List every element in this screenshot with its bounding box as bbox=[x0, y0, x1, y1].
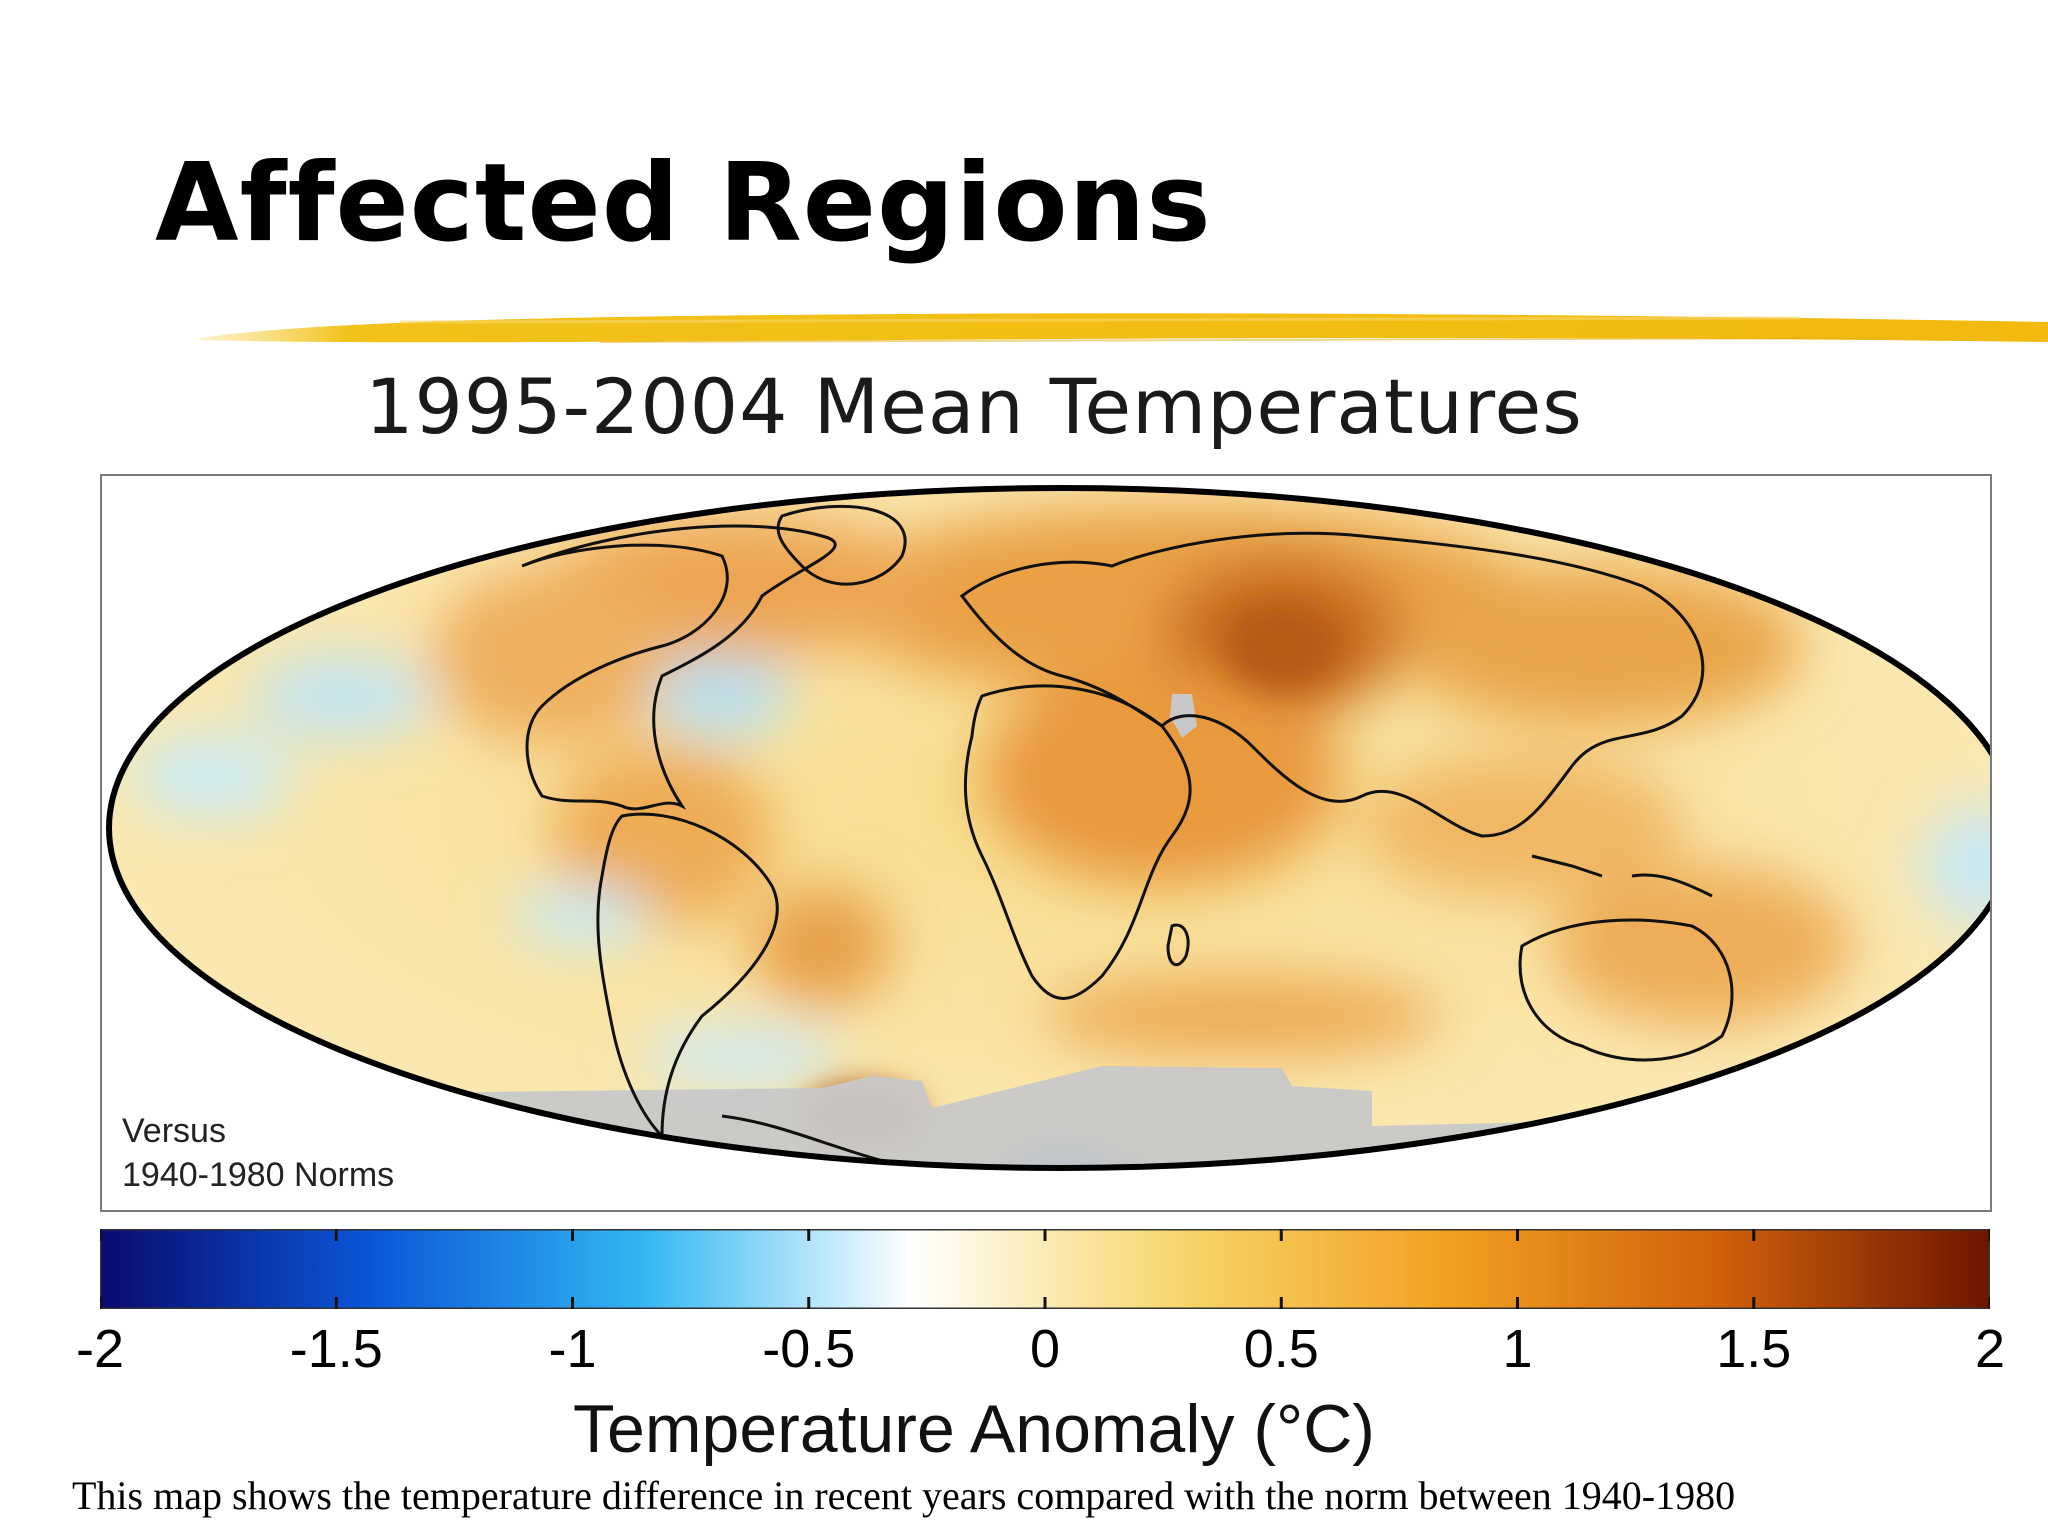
yellow-brush-underline bbox=[200, 313, 2048, 343]
anomaly-field bbox=[109, 488, 1990, 1168]
colorbar-label: Temperature Anomaly (°C) bbox=[573, 1391, 1375, 1467]
colorbar-tick-label: 2 bbox=[1974, 1319, 2006, 1379]
norms-note-line1: Versus bbox=[122, 1112, 226, 1150]
colorbar-tick-label: 1 bbox=[1502, 1319, 1533, 1379]
slide-caption: This map shows the temperature differenc… bbox=[72, 1473, 1736, 1518]
colorbar-tick-label: -0.5 bbox=[762, 1319, 856, 1379]
globe-outline bbox=[106, 485, 1990, 1171]
colorbar-tick-label: -2 bbox=[75, 1319, 125, 1379]
colorbar-tick-label: 0 bbox=[1029, 1319, 1061, 1379]
map-title: 1995-2004 Mean Temperatures bbox=[365, 362, 1583, 451]
colorbar-tick-label: 1.5 bbox=[1716, 1319, 1792, 1379]
norms-note: Versus 1940-1980 Norms bbox=[122, 1110, 394, 1197]
world-anomaly-map bbox=[106, 485, 1990, 1171]
colorbar bbox=[100, 1229, 1990, 1309]
map-frame bbox=[100, 474, 1992, 1212]
colorbar-tick-label: -1.5 bbox=[289, 1319, 383, 1379]
norms-note-line2: 1940-1980 Norms bbox=[122, 1155, 395, 1194]
colorbar-tick-label: -1 bbox=[548, 1319, 597, 1379]
slide-title: Affected Regions bbox=[155, 141, 1212, 266]
colorbar-tick-label: 0.5 bbox=[1243, 1319, 1319, 1379]
